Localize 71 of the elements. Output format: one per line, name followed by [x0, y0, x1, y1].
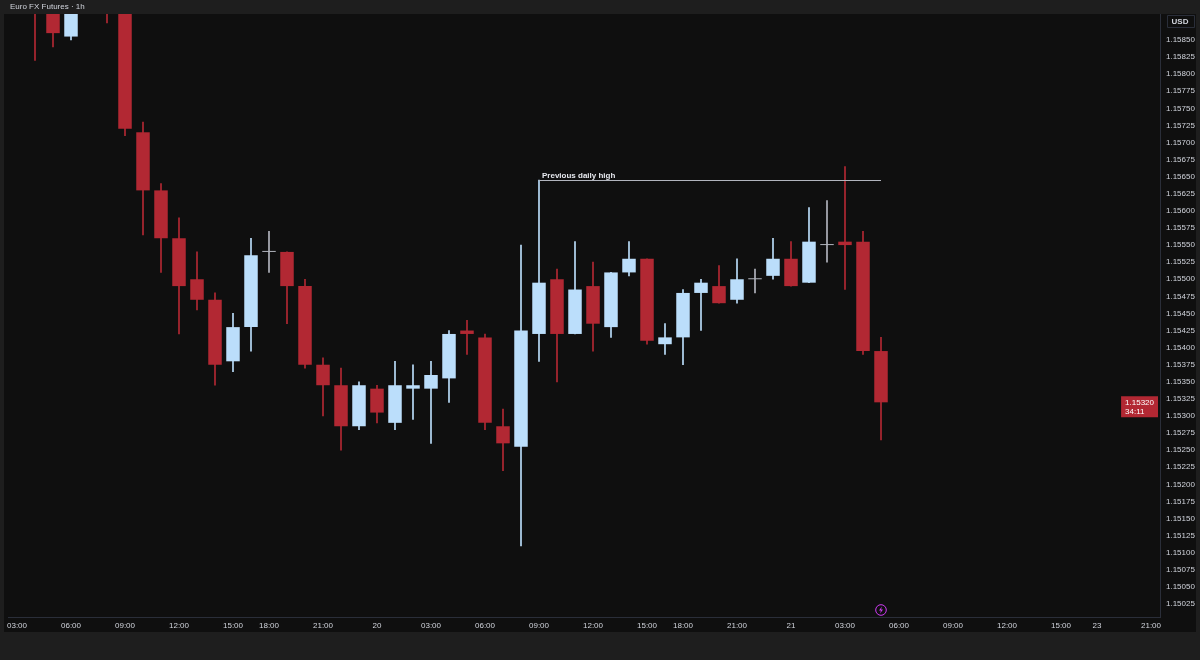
- x-tick-label: 15:00: [1050, 621, 1072, 630]
- y-axis-title: USD: [1171, 16, 1189, 26]
- candlestick: [406, 364, 420, 420]
- y-tick-label: 1.15825: [1166, 52, 1196, 62]
- y-tick-label: 1.15800: [1166, 69, 1196, 79]
- x-tick-label: 09:00: [114, 621, 136, 630]
- y-tick-label: 1.15025: [1166, 599, 1196, 609]
- y-tick-label: 1.15500: [1166, 274, 1196, 284]
- x-tick-label: 03:00: [6, 621, 28, 630]
- x-tick-label: 06:00: [888, 621, 910, 630]
- y-tick-label: 1.15075: [1166, 565, 1196, 575]
- x-tick-label: 12:00: [996, 621, 1018, 630]
- y-tick-label: 1.15300: [1166, 411, 1196, 421]
- y-tick-label: 1.15750: [1166, 103, 1196, 113]
- x-tick-label: 20: [372, 621, 382, 630]
- y-tick-label: 1.15675: [1166, 154, 1196, 164]
- candlestick: [838, 166, 852, 290]
- candlestick: [694, 278, 708, 331]
- x-tick-label: 12:00: [582, 621, 604, 630]
- annotation: 1.15320: [1125, 397, 1155, 407]
- y-tick-label: 1.15650: [1166, 171, 1196, 181]
- y-tick-label: 1.15850: [1166, 35, 1196, 45]
- ref-line-label: Previous daily high: [542, 170, 616, 180]
- y-tick-label: 1.15575: [1166, 223, 1196, 233]
- y-tick-label: 1.15725: [1166, 120, 1196, 130]
- candlestick: [658, 323, 672, 355]
- y-tick-label: 1.15425: [1166, 325, 1196, 335]
- y-tick-label: 1.15050: [1166, 582, 1196, 592]
- y-tick-label: 1.15250: [1166, 445, 1196, 455]
- x-tick-label: 18:00: [258, 621, 280, 630]
- x-tick-label: 21:00: [726, 621, 748, 630]
- x-tick-label: 21:00: [312, 621, 334, 630]
- x-tick-label: 15:00: [222, 621, 244, 630]
- candlestick: [262, 231, 276, 273]
- y-tick-label: 1.15275: [1166, 428, 1196, 438]
- annotation: 34:11: [1125, 406, 1146, 416]
- candlestick: [748, 268, 762, 294]
- x-tick-label: 09:00: [528, 621, 550, 630]
- y-tick-label: 1.15100: [1166, 547, 1196, 557]
- x-tick-label: 03:00: [420, 621, 442, 630]
- x-tick-label: 06:00: [60, 621, 82, 630]
- chart-title: Euro FX Futures · 1h: [10, 2, 85, 12]
- y-tick-label: 1.15775: [1166, 86, 1196, 96]
- candlestick: [424, 360, 438, 444]
- y-tick-label: 1.15600: [1166, 206, 1196, 216]
- x-tick-label: 21:00: [1140, 621, 1162, 630]
- candlestick: [820, 200, 834, 263]
- y-tick-label: 1.15450: [1166, 308, 1196, 318]
- y-tick-label: 1.15325: [1166, 394, 1196, 404]
- x-tick-label: 09:00: [942, 621, 964, 630]
- x-tick-label: 12:00: [168, 621, 190, 630]
- x-tick-label: 18:00: [672, 621, 694, 630]
- y-tick-label: 1.15525: [1166, 257, 1196, 267]
- y-tick-label: 1.15400: [1166, 342, 1196, 352]
- y-tick-label: 1.15625: [1166, 189, 1196, 199]
- y-tick-label: 1.15475: [1166, 291, 1196, 301]
- y-tick-label: 1.15550: [1166, 240, 1196, 250]
- x-tick-label: 15:00: [636, 621, 658, 630]
- y-tick-label: 1.15200: [1166, 479, 1196, 489]
- x-tick-label: 21: [786, 621, 796, 630]
- y-tick-label: 1.15700: [1166, 137, 1196, 147]
- x-tick-label: 06:00: [474, 621, 496, 630]
- y-tick-label: 1.15375: [1166, 359, 1196, 369]
- x-tick-label: 23: [1092, 621, 1102, 630]
- y-tick-label: 1.15125: [1166, 530, 1196, 540]
- y-tick-label: 1.15225: [1166, 462, 1196, 472]
- x-tick-label: 03:00: [834, 621, 856, 630]
- y-tick-label: 1.15175: [1166, 496, 1196, 506]
- y-tick-label: 1.15150: [1166, 513, 1196, 523]
- y-tick-label: 1.15350: [1166, 377, 1196, 387]
- candlestick: [460, 319, 474, 355]
